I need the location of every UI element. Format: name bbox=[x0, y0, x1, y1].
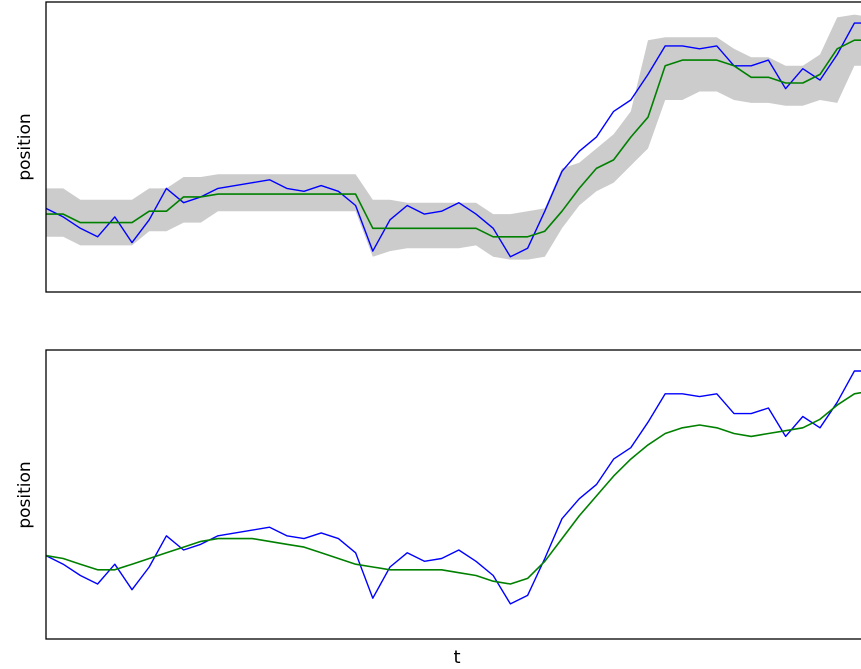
filtered-series-line bbox=[46, 39, 861, 238]
uncertainty-band bbox=[46, 14, 861, 260]
top-panel: position bbox=[15, 1, 861, 293]
observed-series-line bbox=[45, 22, 861, 258]
series-lines bbox=[45, 370, 861, 605]
filtered-series-line bbox=[45, 391, 861, 585]
bottom-panel: position t bbox=[15, 349, 861, 668]
plot-frame bbox=[45, 349, 861, 640]
confidence-band bbox=[46, 14, 861, 260]
y-axis-label: position bbox=[15, 461, 35, 528]
y-axis-label: position bbox=[15, 113, 35, 180]
series-lines bbox=[45, 22, 861, 258]
x-axis-label: t bbox=[453, 647, 460, 668]
observed-series-line bbox=[45, 370, 861, 605]
plot-frame bbox=[45, 1, 861, 293]
